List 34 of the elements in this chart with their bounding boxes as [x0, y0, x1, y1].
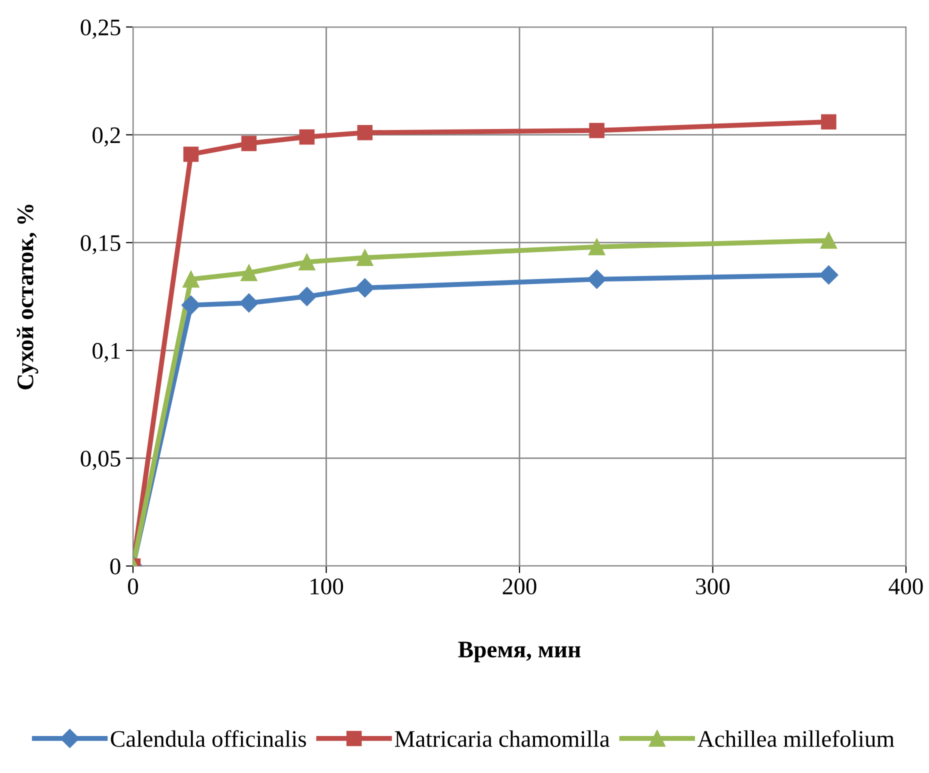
point [820, 232, 838, 249]
x-axis-title: Время, мин [458, 642, 581, 662]
x-tick-label: 400 [888, 578, 923, 594]
point [181, 296, 201, 315]
legend-label: Matricaria chamomilla [394, 730, 610, 747]
legend-label: Calendula officinalis [110, 730, 306, 747]
point [182, 270, 200, 288]
y-tick-label: 0 [110, 558, 120, 574]
point [299, 129, 315, 145]
point [357, 125, 373, 140]
point [183, 146, 199, 162]
x-tick-label: 100 [310, 578, 344, 594]
point [355, 278, 374, 298]
y-tick-label: 0,05 [80, 450, 120, 470]
point [821, 114, 836, 130]
x-tick-label: 200 [502, 578, 536, 594]
y-tick-label: 0,2 [92, 127, 120, 147]
point [239, 293, 258, 312]
y-tick-label: 0,25 [80, 19, 120, 39]
point [588, 238, 606, 256]
x-tick-label: 300 [696, 578, 730, 594]
x-tick-label: 0 [128, 578, 138, 594]
point [240, 264, 258, 282]
point [356, 249, 374, 266]
point [241, 136, 257, 152]
point [298, 254, 316, 270]
legend-label: Achillea millefolium [698, 730, 894, 747]
point [297, 286, 316, 306]
y-axis-title: Сухой остаток, % [16, 204, 38, 390]
point [819, 265, 838, 284]
point [589, 122, 604, 138]
y-tick-label: 0,15 [80, 235, 120, 254]
point [587, 270, 606, 289]
y-tick-label: 0,1 [92, 342, 120, 362]
